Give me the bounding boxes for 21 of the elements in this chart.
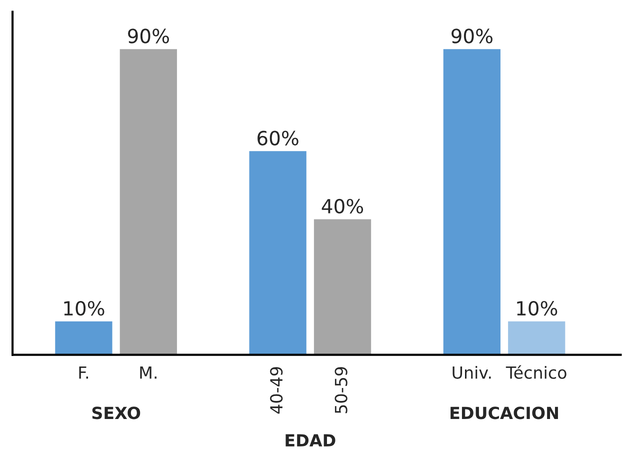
x-tick-label: 50-59 [334,367,348,414]
data-label: 90% [128,28,169,44]
x-tick-label: Técnico [506,365,566,379]
bar [118,48,178,355]
bar [248,150,308,355]
x-tick-label: F. [79,366,88,379]
bar [442,48,502,355]
text: EDUCACION [450,406,558,420]
x-tick-label: M. [140,366,156,379]
data-label: 60% [258,130,298,146]
bar [54,320,114,355]
x-tick-label: Univ. [452,366,491,379]
bar [312,218,372,355]
data-label: 90% [452,28,492,44]
text: EDAD [286,434,336,446]
data-label: 10% [64,300,104,316]
bar [506,320,566,355]
data-label: 40% [322,198,364,214]
data-label: 10% [517,300,558,316]
text: SEXO [92,406,140,420]
x-tick-label: 40-49 [270,367,283,414]
